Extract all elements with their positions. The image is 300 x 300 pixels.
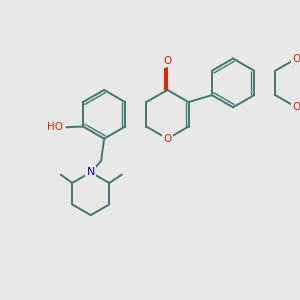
Text: O: O (292, 102, 300, 112)
Text: O: O (163, 134, 172, 144)
Text: O: O (292, 53, 300, 64)
Text: O: O (163, 56, 172, 66)
Text: HO: HO (47, 122, 64, 132)
Text: N: N (86, 167, 95, 177)
